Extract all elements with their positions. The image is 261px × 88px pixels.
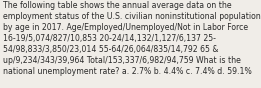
Text: The following table shows the annual average data on the
employment status of th: The following table shows the annual ave… (3, 1, 261, 76)
